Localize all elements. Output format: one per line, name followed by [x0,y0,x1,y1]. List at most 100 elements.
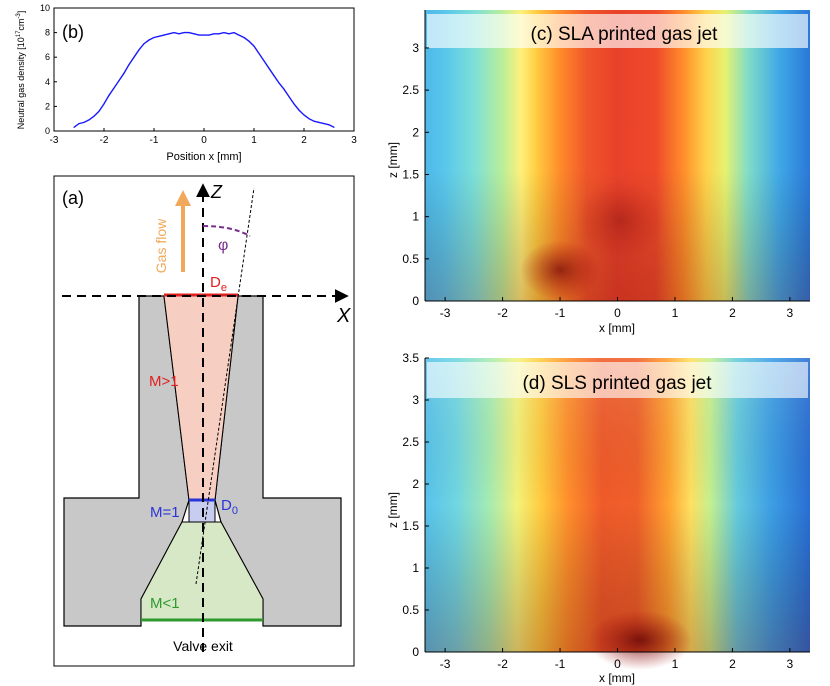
y-tick-label: 1 [412,210,419,224]
z-axis-label: Z [210,182,223,202]
y-tick-label: 8 [45,28,50,38]
x-tick-label: -3 [440,657,451,671]
x-tick-label: 0 [614,306,621,320]
panel-d-shading [425,358,810,652]
density-point [73,126,75,128]
density-point [133,56,135,58]
density-point [218,33,220,35]
density-point [308,118,310,120]
y-tick-label: 1 [412,561,419,575]
panel-d-xticks: -3 -2 -1 0 1 2 3 [440,648,794,671]
supersonic-label: M>1 [149,373,179,390]
x-tick-label: 0 [614,657,621,671]
panel-b-yticks: 0 2 4 6 8 10 [40,3,57,136]
density-point [248,40,250,42]
density-point [303,114,305,116]
x-tick-label: 3 [351,135,357,146]
density-point [193,33,195,35]
density-point [278,82,280,84]
density-point [268,67,270,69]
gas-flow-arrow-head [175,190,191,206]
density-point [123,72,125,74]
panel-c-xticks: -3 -2 -1 0 1 2 3 [440,297,794,320]
density-point [288,95,290,98]
panel-b-points [73,31,335,128]
y-tick-label: 2 [45,101,50,111]
y-tick-label: 1.5 [402,167,419,181]
density-point [118,79,120,82]
x-tick-label: -2 [100,135,109,146]
exit-diameter-label: De [210,274,227,294]
panel-d: (d) SLS printed gas jet -3 -2 -1 0 1 2 3 0 0.5 1… [386,351,810,685]
density-point [313,120,315,122]
density-point [213,33,215,35]
density-point [78,123,80,125]
y-tick-label: 2 [412,477,419,491]
density-point [243,36,245,39]
x-tick-label: 2 [301,135,307,146]
panel-d-title-box [427,362,808,398]
x-tick-label: -1 [555,306,566,320]
valve-exit-label: Valve exit [173,638,233,654]
density-point [83,121,85,123]
density-point [188,31,190,34]
density-point [153,36,155,39]
y-tick-label: 10 [40,3,50,13]
phi-label: φ [218,237,228,254]
density-point [183,31,185,34]
y-tick-label: 2 [412,125,419,139]
density-point [293,103,295,105]
y-tick-label: 6 [45,52,50,62]
y-tick-label: 3 [412,393,419,407]
density-point [323,123,325,125]
density-point [263,60,265,62]
density-point [148,39,150,41]
panel-c-xlabel: x [mm] [599,321,635,335]
panel-b-xlabel: Position x [mm] [166,151,241,163]
subsonic-label: M<1 [150,595,180,612]
density-point [128,63,130,66]
density-point [163,34,165,36]
x-axis-label: X [336,305,351,327]
panel-c-title: (c) SLA printed gas jet [531,24,719,45]
density-point [283,88,285,90]
panel-c-hotspot-2 [575,180,665,260]
density-point [333,126,335,128]
panel-d-ylabel: z [mm] [386,492,400,528]
density-point [168,33,170,35]
panel-a: (a) Gas flow Z X φ De D0 M>1 M=1 [53,175,355,667]
density-point [223,31,225,34]
panel-d-yticks: 0 0.5 1 1.5 2 2.5 3 3.5 [402,351,429,659]
panel-b-xticks: -3 -2 -1 0 1 2 3 [50,128,357,146]
density-point [88,119,90,121]
y-tick-label: 0.5 [402,252,419,266]
density-point [228,33,230,35]
panel-b-label: (b) [62,22,84,42]
panel-d-hotspot [588,610,692,670]
throat-diameter-label: D0 [221,497,238,517]
density-point [198,34,200,36]
y-tick-label: 3 [412,41,419,55]
x-tick-label: 1 [672,657,679,671]
y-tick-label: 1.5 [402,519,419,533]
panel-c-ylabel: z [mm] [386,142,400,178]
phi-arc [202,225,251,237]
panel-c-hotspot [520,240,600,300]
density-point [328,124,330,126]
y-tick-label: 0 [45,126,50,136]
density-point [203,34,205,36]
gas-flow-label: Gas flow [153,218,169,273]
y-tick-label: 0 [412,645,419,659]
x-tick-label: -1 [150,135,159,146]
x-tick-label: 1 [672,306,679,320]
panel-a-label: (a) [62,188,84,208]
density-point [273,75,275,77]
density-point [298,109,300,111]
density-point [233,31,235,34]
density-point [158,35,160,37]
density-point [108,94,110,96]
density-point [113,87,115,89]
x-tick-label: -3 [440,306,451,320]
divergence-angle-line [195,187,255,585]
panel-d-title: (d) SLS printed gas jet [522,373,712,394]
